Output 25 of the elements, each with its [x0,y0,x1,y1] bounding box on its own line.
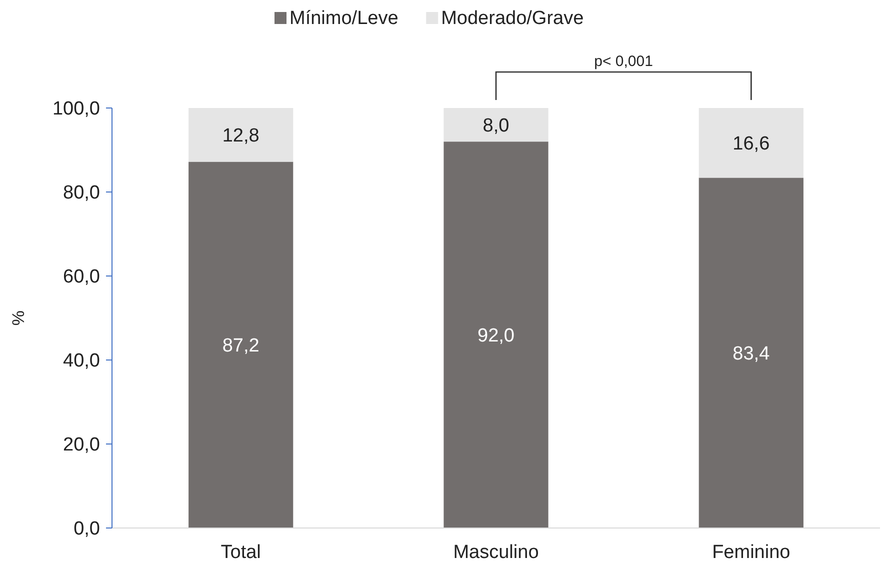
y-tick-label: 0,0 [74,518,100,540]
bar [188,162,294,528]
y-tick-label: 80,0 [63,182,100,204]
y-tick-label: 60,0 [63,266,100,288]
x-tick-label: Feminino [712,542,790,562]
data-label: 12,8 [222,126,260,147]
bar [188,108,294,162]
y-tick-label: 100,0 [52,98,100,120]
data-label: 92,0 [478,325,514,346]
y-tick-label: 20,0 [63,434,100,456]
y-axis-title: % [9,310,28,326]
bar [698,108,804,178]
x-tick-label: Total [220,542,261,562]
data-label: 87,2 [222,336,260,357]
text: p< 0,001 [594,53,653,70]
x-tick-label: Masculino [453,542,539,562]
bar [444,108,548,142]
y-tick-label: 40,0 [63,350,100,372]
data-label: 16,6 [732,134,770,155]
bar [698,178,804,528]
data-label: 8,0 [482,115,510,136]
legend-label: Moderado/Grave [441,8,584,29]
legend-label: Mínimo/Leve [290,8,398,29]
data-label: 83,4 [732,344,770,365]
bar [444,142,548,528]
